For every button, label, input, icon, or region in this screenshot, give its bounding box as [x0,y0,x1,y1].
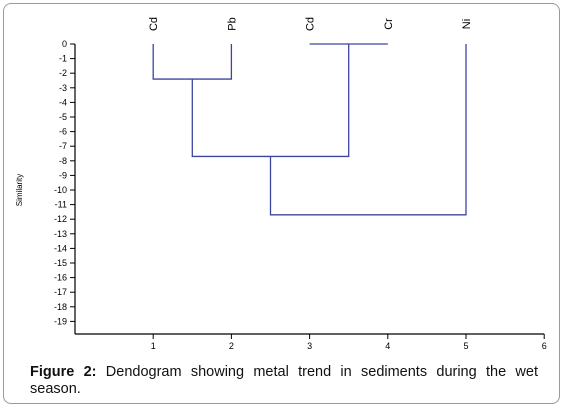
y-tick-label: -11 [55,200,67,210]
y-tick-label: -14 [54,243,67,253]
y-tick-label: -4 [59,97,67,107]
y-tick-label: -3 [59,83,67,93]
x-tick-label: 5 [463,341,468,351]
x-tick-label: 2 [229,341,234,351]
y-tick-label: -5 [59,112,67,122]
dendrogram-link [152,44,233,80]
chart-axes: 0 -1 -2 -3 -4 -5 -6 -7 -8 -9 -10 -11 -12 -13 -14 -15 -16… [54,39,547,351]
leaf-label: Cd [148,17,160,31]
dendrogram-link [191,44,350,158]
y-tick-label: -7 [59,141,67,151]
y-tick-label: -9 [59,170,67,180]
x-tick-label: 6 [542,341,547,351]
y-tick-label: -12 [54,214,67,224]
y-tick-label: 0 [62,39,67,49]
y-tick-label: -18 [54,302,67,312]
y-tick-label: -17 [54,287,67,297]
leaf-labels: Cd Pb Cd Cr Ni [148,17,473,31]
figure-caption: Figure 2: Dendogram showing metal trend … [30,364,538,398]
y-tick-label: -1 [59,54,67,64]
y-tick-label: -6 [59,127,67,137]
leaf-label: Cd [305,17,317,31]
dendrogram-link [269,44,467,216]
x-tick-label: 1 [151,341,156,351]
x-tick-label: 4 [385,341,390,351]
dendrogram-chart: 0 -1 -2 -3 -4 -5 -6 -7 -8 -9 -10 -11 -12 -13 -14 -15 -16… [15,17,547,351]
leaf-label: Ni [461,19,473,29]
y-axis-label: Similarity [15,174,24,206]
y-tick-label: -13 [54,229,67,239]
figure-label: Figure 2: [30,364,97,380]
caption-text: Dendogram showing metal trend in sedimen… [30,364,538,397]
dendrogram-links [152,43,467,216]
x-tick-label: 3 [307,341,312,351]
y-tick-label: -2 [59,68,67,78]
y-tick-label: -15 [54,258,67,268]
leaf-label: Cr [383,18,395,30]
leaf-label: Pb [226,17,238,30]
y-tick-label: -19 [54,316,67,326]
y-tick-label: -16 [54,273,67,283]
y-tick-label: -10 [54,185,67,195]
figure-frame [3,3,560,404]
y-tick-label: -8 [59,156,67,166]
